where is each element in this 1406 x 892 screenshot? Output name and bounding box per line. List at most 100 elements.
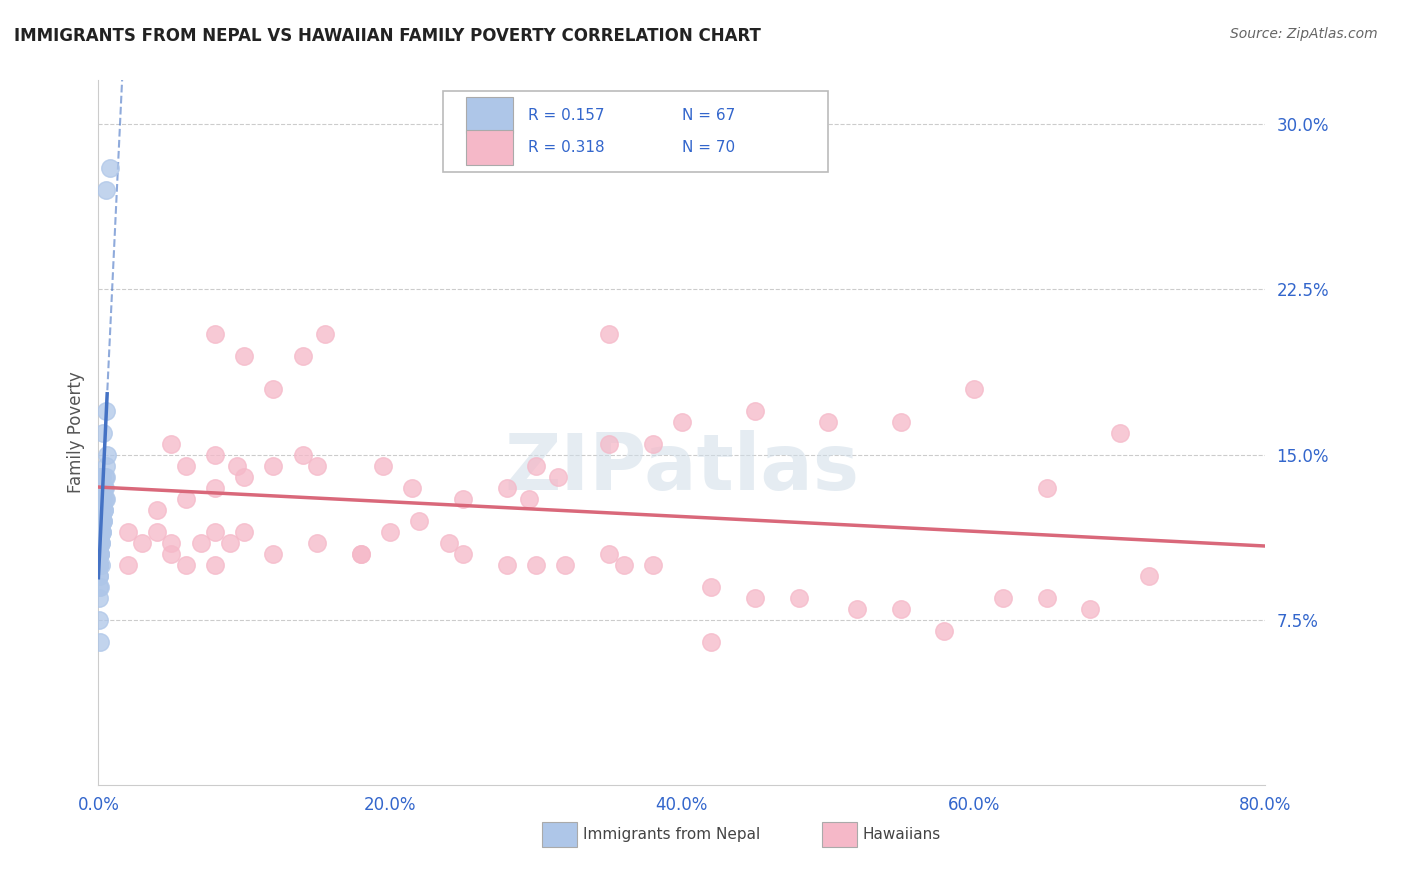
Point: [87, 613, 110, 627]
Point: [204, 481, 226, 495]
Point: [90, 514, 112, 528]
Point: [93, 502, 115, 516]
Point: [547, 469, 569, 483]
Point: [89, 535, 111, 549]
Point: [89, 558, 111, 572]
Point: [890, 601, 912, 615]
Point: [91, 469, 114, 483]
Point: [700, 580, 723, 594]
Point: [1035, 591, 1057, 605]
Point: [262, 547, 284, 561]
Point: [314, 326, 336, 341]
Text: R = 0.318: R = 0.318: [527, 140, 605, 155]
FancyBboxPatch shape: [541, 822, 576, 847]
Point: [87, 558, 110, 572]
Point: [91, 514, 114, 528]
Point: [160, 547, 183, 561]
Point: [991, 591, 1014, 605]
Point: [89, 558, 111, 572]
Point: [89, 535, 111, 549]
Point: [90, 524, 112, 539]
Point: [1035, 481, 1057, 495]
Point: [1080, 601, 1102, 615]
Point: [89, 558, 111, 572]
Point: [87, 535, 110, 549]
Point: [451, 491, 474, 506]
Point: [90, 514, 112, 528]
Point: [437, 535, 460, 549]
Point: [291, 448, 314, 462]
Point: [371, 458, 394, 473]
Point: [204, 448, 226, 462]
Point: [94, 481, 117, 495]
Point: [671, 415, 693, 429]
Text: Source: ZipAtlas.com: Source: ZipAtlas.com: [1230, 27, 1378, 41]
Point: [90, 469, 112, 483]
Point: [91, 514, 114, 528]
Point: [94, 491, 117, 506]
FancyBboxPatch shape: [465, 130, 513, 165]
Point: [94, 458, 117, 473]
Point: [380, 524, 402, 539]
Point: [91, 524, 114, 539]
Point: [554, 558, 576, 572]
Point: [160, 535, 183, 549]
Point: [496, 558, 519, 572]
Point: [90, 558, 112, 572]
Point: [146, 502, 169, 516]
Point: [890, 415, 912, 429]
Point: [408, 514, 430, 528]
Point: [131, 535, 153, 549]
Point: [934, 624, 956, 638]
Point: [233, 524, 256, 539]
Point: [496, 481, 519, 495]
Point: [846, 601, 869, 615]
Point: [90, 491, 112, 506]
Point: [598, 547, 620, 561]
Point: [91, 425, 114, 440]
Point: [87, 591, 110, 605]
Point: [93, 491, 115, 506]
Point: [517, 491, 540, 506]
FancyBboxPatch shape: [443, 91, 828, 172]
Point: [90, 469, 112, 483]
Point: [962, 382, 984, 396]
Point: [401, 481, 423, 495]
Point: [89, 635, 111, 649]
Point: [174, 558, 197, 572]
Point: [190, 535, 212, 549]
Point: [90, 524, 112, 539]
Text: IMMIGRANTS FROM NEPAL VS HAWAIIAN FAMILY POVERTY CORRELATION CHART: IMMIGRANTS FROM NEPAL VS HAWAIIAN FAMILY…: [14, 27, 761, 45]
Point: [87, 558, 110, 572]
Point: [233, 349, 256, 363]
Text: ZIPatlas: ZIPatlas: [505, 430, 859, 506]
Point: [291, 349, 314, 363]
Point: [91, 491, 114, 506]
Point: [89, 547, 111, 561]
Point: [87, 558, 110, 572]
Point: [89, 535, 111, 549]
Point: [1108, 425, 1130, 440]
Point: [93, 481, 115, 495]
Point: [174, 458, 197, 473]
Point: [87, 535, 110, 549]
Point: [87, 568, 110, 582]
Point: [93, 481, 115, 495]
Text: R = 0.157: R = 0.157: [527, 108, 605, 122]
Point: [262, 382, 284, 396]
Point: [117, 524, 139, 539]
Point: [90, 514, 112, 528]
Point: [89, 491, 111, 506]
Point: [87, 491, 110, 506]
Point: [89, 514, 111, 528]
Point: [89, 491, 111, 506]
Point: [90, 491, 112, 506]
Point: [90, 524, 112, 539]
Point: [89, 535, 111, 549]
Point: [89, 535, 111, 549]
Point: [146, 524, 169, 539]
Point: [98, 161, 121, 176]
Point: [89, 580, 111, 594]
Point: [598, 436, 620, 450]
Text: Hawaiians: Hawaiians: [863, 827, 941, 842]
